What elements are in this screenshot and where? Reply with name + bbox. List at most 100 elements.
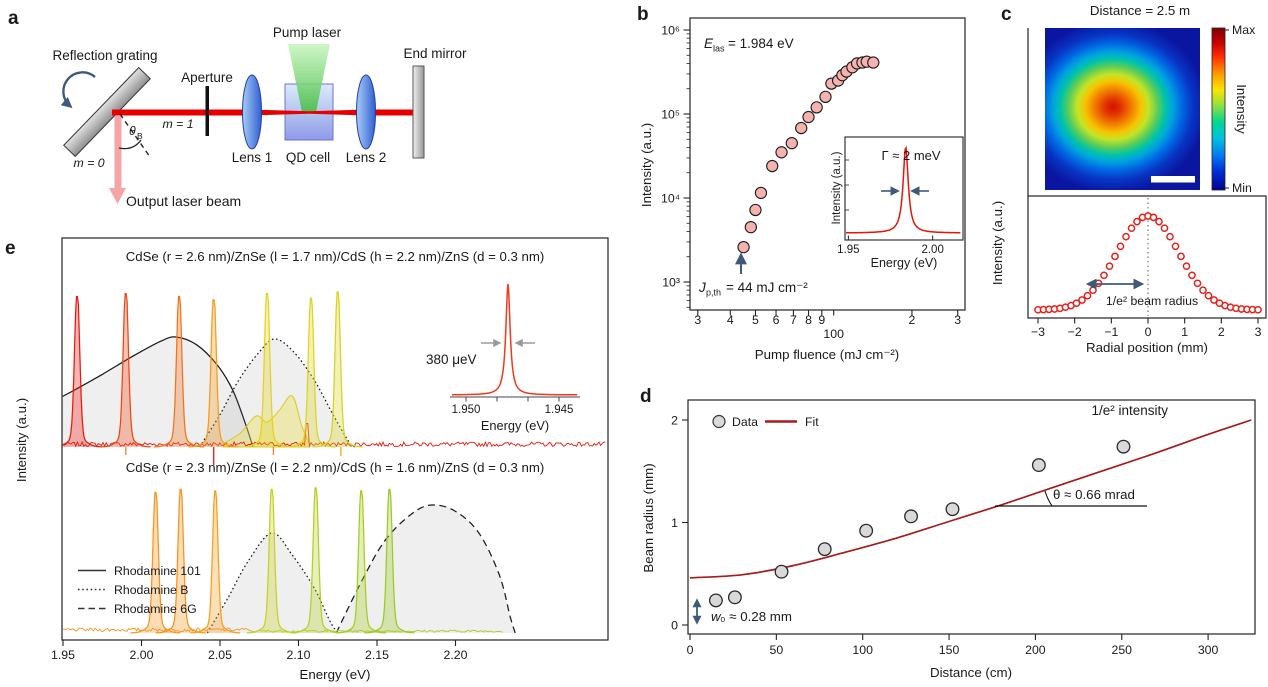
data-point xyxy=(744,220,757,234)
e-inset-tick2: 1.945 xyxy=(545,404,574,416)
e-dye-bands xyxy=(62,336,516,634)
x-tick-label: 1.95 xyxy=(51,648,75,662)
y-tick-label: 10⁶ xyxy=(661,23,680,37)
y-tick-label: 2 xyxy=(671,413,678,427)
noise-trace xyxy=(62,423,606,448)
x-tick-label: 2 xyxy=(1218,325,1225,339)
data-point xyxy=(859,523,874,538)
data-point xyxy=(774,564,789,579)
profile-point xyxy=(1116,242,1125,251)
data-point xyxy=(708,593,723,608)
theta-b-sub: B xyxy=(137,131,143,141)
e-inset-xlabel: Energy (eV) xyxy=(481,418,549,433)
x-tick-label: 2.00 xyxy=(130,648,154,662)
rotation-arrow-icon xyxy=(60,71,96,109)
data-point xyxy=(810,101,823,114)
d-ylabel: Beam radius (mm) xyxy=(641,463,656,572)
x-tick-label: 2 xyxy=(909,313,916,327)
profile-point xyxy=(1177,252,1185,261)
profile-point xyxy=(1149,213,1158,222)
scale-bar xyxy=(1151,176,1195,183)
y-tick-label: 10³ xyxy=(662,275,680,289)
laser-peak xyxy=(246,488,297,634)
b-inset-box xyxy=(844,136,964,241)
x-tick-label: 3 xyxy=(954,313,961,327)
c-axes: −3 −2 −1 0 1 2 3 xyxy=(1031,318,1262,339)
profile-point xyxy=(1160,224,1169,233)
b-xlabel: Pump fluence (mJ cm⁻²) xyxy=(755,347,899,362)
x-tick-label: 150 xyxy=(939,643,960,657)
d-legend-fit-label: Fit xyxy=(805,415,819,429)
laser-peak xyxy=(312,291,363,448)
beam-radius-arrow-label: 1/e² beam radius xyxy=(1106,294,1198,308)
c-profile-series xyxy=(1034,212,1262,314)
x-tick-label: −2 xyxy=(1068,325,1082,339)
y-tick-label: 1 xyxy=(671,516,678,530)
data-point xyxy=(945,502,960,517)
data-point xyxy=(867,56,880,69)
data-point xyxy=(749,203,762,217)
theta-annotation: θ ≈ 0.66 mrad xyxy=(1053,487,1135,502)
panel-c: c Distance = 2.5 m Max Min Intensity −3−… xyxy=(990,3,1267,355)
d-xlabel: Distance (cm) xyxy=(930,665,1012,680)
e-inset-tick1: 1.950 xyxy=(452,404,481,416)
jpth-rest: = 44 mJ cm⁻² xyxy=(726,280,808,295)
qd-cell-label: QD cell xyxy=(286,150,330,165)
x-tick-label: 100 xyxy=(852,643,873,657)
x-tick-label: 2.15 xyxy=(365,648,389,662)
d-plot-box xyxy=(687,399,1256,635)
e-inset-width-label: 380 μeV xyxy=(426,352,477,367)
x-tick-label: −1 xyxy=(1104,325,1118,339)
x-tick-label: 50 xyxy=(770,643,784,657)
profile-point xyxy=(1204,291,1213,300)
colorbar-min-label: Min xyxy=(1232,181,1252,195)
lens2-label: Lens 2 xyxy=(346,150,387,165)
e-plot-box xyxy=(61,237,609,641)
pump-beam xyxy=(288,44,330,112)
e-inset-spectrum xyxy=(450,283,580,402)
panel-a-letter: a xyxy=(8,8,19,29)
data-point xyxy=(802,110,815,124)
c-title: Distance = 2.5 m xyxy=(1090,3,1190,18)
b-inset-xlabel: Energy (eV) xyxy=(871,256,938,270)
d-data-series xyxy=(689,419,1252,608)
laser-peak xyxy=(62,295,102,448)
laser-beam xyxy=(112,109,416,116)
dye-band-curve xyxy=(335,504,516,634)
profile-point xyxy=(1199,286,1207,295)
laser-peak xyxy=(188,299,239,448)
profile-point xyxy=(1078,296,1086,304)
reflection-grating xyxy=(63,66,151,158)
x-tick-label: 300 xyxy=(1198,643,1219,657)
panel-a: a Reflection grating Aperture xyxy=(8,8,467,209)
panel-d-letter: d xyxy=(640,386,652,407)
reflection-grating-label: Reflection grating xyxy=(52,48,157,63)
x-tick-label: 100 xyxy=(823,327,844,341)
x-tick-label: 0 xyxy=(1145,325,1152,339)
profile-point xyxy=(1171,242,1180,251)
e-legend-rhodamineB: Rhodamine B xyxy=(114,583,189,597)
y-tick-label: 10⁵ xyxy=(661,107,680,121)
elas-annotation: E xyxy=(704,36,714,51)
one-e2-label: 1/e² intensity xyxy=(1091,403,1168,418)
e-xlabel: Energy (eV) xyxy=(300,667,371,682)
laser-peak xyxy=(285,297,336,448)
output-beam xyxy=(114,116,122,188)
laser-peak xyxy=(336,490,387,634)
x-tick-label: 0 xyxy=(687,643,694,657)
x-tick-label: 5 xyxy=(752,313,759,327)
inset-spectrum-curve xyxy=(846,145,961,234)
theta-arc xyxy=(118,139,142,150)
profile-point xyxy=(1122,232,1130,241)
b-data-series xyxy=(737,55,880,254)
y-tick-label: 0 xyxy=(671,618,678,632)
jpth-sub: p,th xyxy=(706,288,721,298)
b-inset-spectrum: 1.95 2.00 xyxy=(837,145,961,256)
profile-point xyxy=(1182,262,1191,271)
dye-band-fill xyxy=(207,532,338,633)
profile-point xyxy=(1100,271,1108,280)
dye-band-curve xyxy=(199,338,356,448)
panel-e-letter: e xyxy=(5,238,16,259)
